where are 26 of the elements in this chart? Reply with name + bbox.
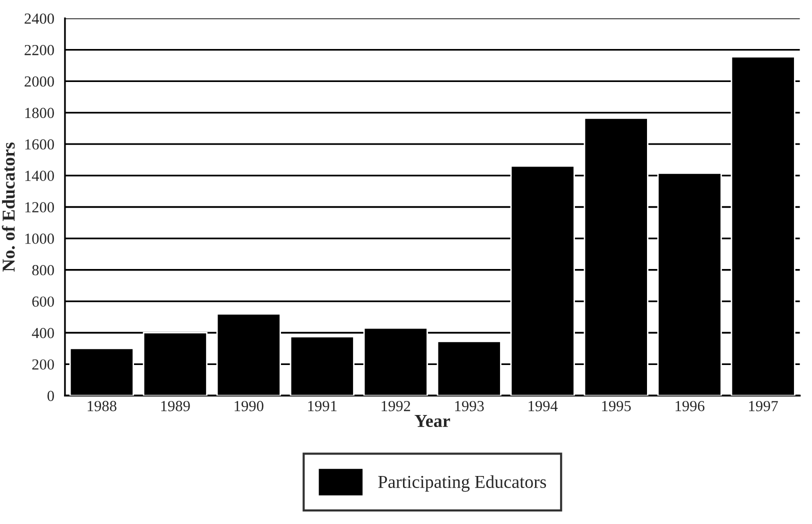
y-tick-label: 1000 — [25, 234, 54, 244]
x-tick-label: 1994 — [528, 400, 558, 412]
y-tick-label: 200 — [32, 359, 54, 370]
y-tick-label: 2000 — [24, 76, 54, 87]
y-tick-label: 800 — [32, 265, 54, 276]
y-tick-label: 1800 — [25, 108, 54, 118]
x-tick-label: 1991 — [308, 400, 337, 412]
x-tick-label: 1997 — [749, 400, 778, 412]
x-tick-label: 1992 — [382, 400, 410, 412]
legend-label: Participating Educators — [378, 475, 546, 492]
x-tick-label: 1996 — [676, 400, 704, 412]
y-tick-label: 2400 — [24, 13, 54, 24]
x-tick-label: 1990 — [234, 400, 264, 412]
y-tick-label: 1200 — [25, 202, 54, 212]
y-tick-label: 0 — [47, 390, 54, 402]
x-axis-title: Year — [414, 415, 450, 428]
y-tick-label: 2200 — [24, 44, 54, 56]
y-tick-label: 1600 — [25, 139, 54, 150]
y-tick-label: 1400 — [25, 170, 54, 181]
x-tick-label: 1995 — [602, 400, 631, 412]
y-tick-label: 600 — [32, 296, 54, 307]
y-tick-label: 400 — [32, 328, 54, 338]
x-tick-label: 1989 — [161, 400, 190, 412]
x-tick-label: 1993 — [455, 400, 484, 412]
x-tick-label: 1988 — [88, 400, 116, 412]
y-axis-title: No. of Educators — [2, 142, 15, 272]
